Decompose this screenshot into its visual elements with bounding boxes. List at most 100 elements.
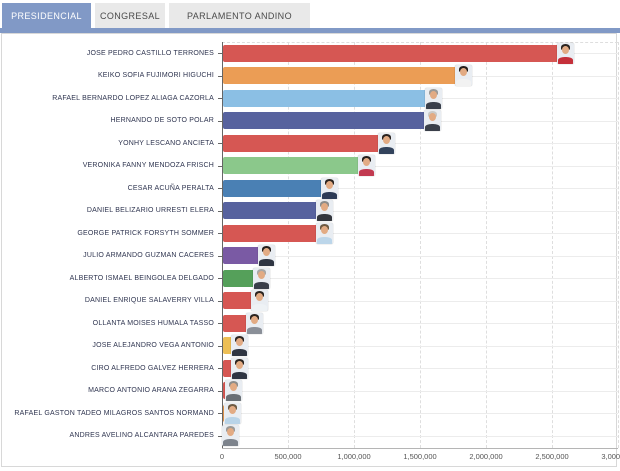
candidate-avatar-icon: [222, 425, 239, 447]
avatar-face: [230, 383, 237, 392]
avatar-face: [383, 135, 390, 144]
vote-bar: [223, 67, 458, 85]
candidate-avatar-icon: [231, 335, 248, 357]
candidate-label: OLLANTA MOISES HUMALA TASSO: [92, 319, 214, 327]
x-axis-tick-label: 2,500,000: [535, 452, 569, 461]
avatar-face: [236, 360, 243, 369]
vertical-gridline: [552, 42, 553, 448]
vote-bar: [223, 247, 261, 265]
avatar-face: [256, 293, 263, 302]
candidate-label: GEORGE PATRICK FORSYTH SOMMER: [77, 229, 214, 237]
candidate-label: MARCO ANTONIO ARANA ZEGARRA: [88, 387, 214, 395]
candidate-label: DANIEL ENRIQUE SALAVERRY VILLA: [84, 297, 214, 305]
y-axis-tick: [218, 120, 222, 122]
y-axis-tick: [218, 278, 222, 280]
y-axis-tick: [218, 165, 222, 167]
candidate-avatar-icon: [246, 312, 263, 334]
avatar-shirt: [322, 191, 337, 199]
y-axis-tick: [218, 233, 222, 235]
candidate-avatar-icon: [258, 245, 275, 267]
avatar-face: [321, 203, 328, 212]
avatar-face: [429, 113, 436, 122]
avatar-shirt: [254, 281, 269, 289]
y-axis-tick: [218, 255, 222, 257]
y-axis-tick: [218, 210, 222, 212]
x-axis-tick-label: 1,500,000: [403, 452, 437, 461]
avatar-shirt: [425, 124, 440, 132]
avatar-shirt: [232, 349, 247, 357]
avatar-face: [430, 90, 437, 99]
avatar-shirt: [456, 79, 471, 87]
vote-bar: [223, 292, 254, 310]
candidate-avatar-icon: [378, 132, 395, 154]
x-axis-tick-label: 1,000,000: [337, 452, 371, 461]
candidate-avatar-icon: [224, 402, 241, 424]
avatar-shirt: [317, 236, 332, 244]
avatar-shirt: [223, 439, 238, 447]
candidate-label: DANIEL BELIZARIO URRESTI ELERA: [86, 207, 214, 215]
row-gridline: [222, 323, 618, 325]
row-gridline: [222, 165, 618, 167]
x-axis-tick-label: 2,000,000: [469, 452, 503, 461]
avatar-shirt: [379, 146, 394, 154]
row-gridline: [222, 143, 618, 145]
avatar-face: [236, 338, 243, 347]
vote-bar: [223, 314, 249, 332]
y-axis-tick: [218, 345, 222, 347]
y-axis-line: [222, 42, 223, 448]
avatar-face: [562, 45, 569, 54]
avatar-shirt: [226, 394, 241, 402]
tab-parlamento-andino[interactable]: PARLAMENTO ANDINO: [169, 3, 310, 28]
vote-bar: [223, 89, 428, 107]
y-axis-tick: [218, 368, 222, 370]
vertical-gridline: [486, 42, 487, 448]
avatar-face: [363, 158, 370, 167]
candidate-avatar-icon: [251, 290, 268, 312]
avatar-shirt: [426, 101, 441, 109]
row-gridline: [222, 368, 618, 370]
candidate-label: KEIKO SOFIA FUJIMORI HIGUCHI: [97, 72, 214, 80]
tab-presidencial[interactable]: PRESIDENCIAL: [2, 3, 91, 28]
candidate-avatar-icon: [455, 65, 472, 87]
candidate-avatar-icon: [557, 42, 574, 64]
candidate-label: RAFAEL BERNARDO LOPEZ ALIAGA CAZORLA: [52, 94, 214, 102]
candidate-avatar-icon: [231, 357, 248, 379]
y-axis-tick: [218, 435, 222, 437]
candidate-avatar-icon: [225, 380, 242, 402]
vertical-gridline: [420, 42, 421, 448]
tab-congresal[interactable]: CONGRESAL: [95, 3, 165, 28]
candidate-avatar-icon: [321, 177, 338, 199]
vertical-gridline: [288, 42, 289, 448]
candidate-avatar-icon: [253, 267, 270, 289]
x-axis-line: [222, 448, 618, 449]
row-gridline: [222, 278, 618, 280]
y-axis-tick: [218, 98, 222, 100]
avatar-shirt: [252, 304, 267, 312]
candidate-label: CESAR ACUÑA PERALTA: [127, 184, 214, 192]
row-gridline: [222, 345, 618, 347]
vote-bar: [223, 359, 234, 377]
row-gridline: [222, 435, 618, 437]
candidate-label: ANDRES AVELINO ALCANTARA PAREDES: [69, 432, 214, 440]
y-axis-tick: [218, 413, 222, 415]
avatar-shirt: [558, 56, 573, 64]
candidate-label: VERONIKA FANNY MENDOZA FRISCH: [82, 162, 214, 170]
avatar-shirt: [259, 259, 274, 267]
row-gridline: [222, 300, 618, 302]
candidate-label: JOSE ALEJANDRO VEGA ANTONIO: [92, 342, 214, 350]
x-axis-tick-label: 0: [219, 452, 225, 461]
vote-bar: [223, 269, 256, 287]
y-axis-tick: [218, 188, 222, 190]
avatar-face: [460, 68, 467, 77]
vote-bar: [223, 337, 234, 355]
y-axis-tick: [218, 75, 222, 77]
candidate-avatar-icon: [316, 200, 333, 222]
row-gridline: [222, 390, 618, 392]
candidate-label: JULIO ARMANDO GUZMAN CACERES: [83, 252, 214, 260]
avatar-shirt: [317, 214, 332, 222]
avatar-shirt: [232, 371, 247, 379]
candidate-label: YONHY LESCANO ANCIETA: [118, 139, 214, 147]
avatar-face: [263, 248, 270, 257]
top-gridline: [222, 42, 618, 43]
